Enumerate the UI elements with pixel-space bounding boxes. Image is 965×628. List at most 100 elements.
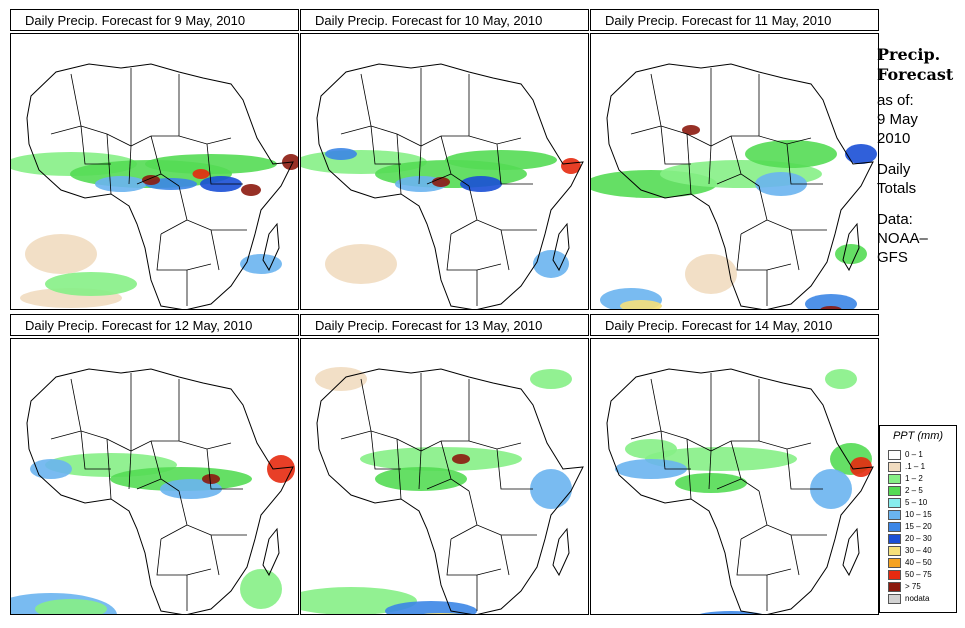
country-border bbox=[136, 478, 162, 490]
precip-area bbox=[30, 459, 72, 479]
africa-map-svg bbox=[591, 34, 878, 309]
country-border bbox=[80, 430, 111, 470]
precip-area bbox=[45, 272, 137, 296]
country-border bbox=[206, 448, 243, 490]
precip-area bbox=[241, 184, 261, 196]
country-border bbox=[50, 125, 82, 135]
country-border bbox=[418, 145, 422, 185]
panel-title: Daily Precip. Forecast for 14 May, 2010 bbox=[590, 314, 879, 336]
legend-item: 30 – 40 bbox=[888, 546, 932, 556]
precip-area bbox=[301, 587, 417, 614]
panel-title: Daily Precip. Forecast for 12 May, 2010 bbox=[10, 314, 299, 336]
legend-label: 15 – 20 bbox=[905, 522, 932, 531]
precip-area bbox=[192, 169, 210, 179]
coastline bbox=[606, 63, 874, 309]
precip-area bbox=[825, 369, 857, 389]
legend-item: 5 – 10 bbox=[888, 498, 927, 508]
coastline bbox=[316, 368, 584, 614]
precip-area bbox=[845, 144, 877, 164]
legend-label: nodata bbox=[905, 594, 930, 603]
country-border bbox=[716, 173, 742, 185]
ppt-legend: PPT (mm) 0 – 1 .1 – 1 1 – 2 2 – 5 5 – 10 10 –… bbox=[879, 425, 957, 613]
legend-swatch bbox=[888, 498, 901, 508]
precip-area bbox=[202, 474, 220, 484]
precip-area bbox=[755, 172, 807, 196]
legend-label: 1 – 2 bbox=[905, 474, 923, 483]
coastline bbox=[606, 368, 874, 614]
data-source-text: GFS bbox=[877, 249, 908, 266]
legend-swatch bbox=[888, 462, 901, 472]
legend-swatch bbox=[888, 486, 901, 496]
country-border bbox=[630, 430, 662, 440]
legend-label: 40 – 50 bbox=[905, 558, 932, 567]
forecast-panel-1: Daily Precip. Forecast for 9 May, 2010 bbox=[10, 9, 299, 310]
legend-label: 2 – 5 bbox=[905, 486, 923, 495]
country-border bbox=[468, 490, 537, 536]
precip-area bbox=[423, 613, 459, 614]
country-border bbox=[786, 143, 823, 185]
asof-label: as of: bbox=[877, 92, 914, 109]
country-border bbox=[708, 450, 712, 490]
country-border bbox=[136, 173, 162, 185]
precip-area bbox=[615, 459, 687, 479]
precip-area bbox=[360, 447, 522, 471]
precip-area bbox=[820, 306, 842, 309]
legend-label: 5 – 10 bbox=[905, 498, 928, 507]
precip-area bbox=[160, 479, 222, 499]
coastline bbox=[26, 368, 294, 614]
africa-map-svg bbox=[591, 339, 878, 614]
africa-map-svg bbox=[11, 34, 298, 309]
country-border bbox=[496, 143, 533, 185]
country-border bbox=[660, 125, 691, 165]
precip-map bbox=[10, 338, 299, 615]
forecast-panel-2: Daily Precip. Forecast for 10 May, 2010 bbox=[300, 9, 589, 310]
legend-swatch bbox=[888, 534, 901, 544]
legend-swatch bbox=[888, 558, 901, 568]
country-border bbox=[500, 229, 510, 271]
country-border bbox=[740, 524, 768, 540]
country-border bbox=[630, 125, 662, 135]
legend-item: 10 – 15 bbox=[888, 510, 932, 520]
legend-label: > 75 bbox=[905, 582, 921, 591]
legend-swatch bbox=[888, 510, 901, 520]
precip-area bbox=[533, 250, 569, 278]
country-border bbox=[736, 538, 792, 576]
coastline bbox=[316, 63, 584, 309]
country-border bbox=[758, 185, 827, 231]
country-border bbox=[340, 430, 372, 440]
country-border bbox=[370, 430, 401, 470]
country-border bbox=[708, 145, 712, 185]
legend-item: 15 – 20 bbox=[888, 522, 932, 532]
precip-area bbox=[325, 244, 397, 284]
precip-area bbox=[375, 467, 467, 491]
legend-item: 50 – 75 bbox=[888, 570, 932, 580]
country-border bbox=[80, 125, 111, 165]
country-border bbox=[790, 229, 800, 271]
precip-area bbox=[620, 300, 662, 309]
precip-area bbox=[25, 234, 97, 274]
country-border bbox=[206, 143, 243, 185]
country-border bbox=[210, 534, 220, 576]
precip-area bbox=[385, 601, 477, 614]
country-border bbox=[370, 125, 401, 165]
precip-area bbox=[142, 175, 160, 185]
madagascar-outline bbox=[552, 527, 570, 577]
country-border bbox=[736, 233, 792, 271]
precip-map bbox=[590, 33, 879, 310]
legend-item: 2 – 5 bbox=[888, 486, 923, 496]
legend-swatch bbox=[888, 522, 901, 532]
country-border bbox=[106, 438, 179, 452]
country-border bbox=[156, 538, 212, 576]
country-border bbox=[396, 133, 469, 147]
precip-map bbox=[10, 33, 299, 310]
country-border bbox=[496, 448, 533, 490]
precip-area bbox=[432, 177, 450, 187]
precip-area bbox=[445, 150, 557, 170]
legend-item: 40 – 50 bbox=[888, 558, 932, 568]
legend-item: 20 – 30 bbox=[888, 534, 932, 544]
madagascar-outline bbox=[842, 527, 860, 577]
legend-swatch bbox=[888, 594, 901, 604]
country-border bbox=[128, 450, 132, 490]
precip-area bbox=[805, 294, 857, 309]
data-source-text: Data: bbox=[877, 211, 913, 228]
